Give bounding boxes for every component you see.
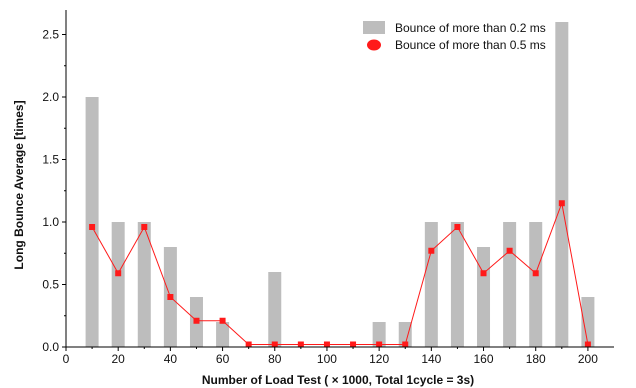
y-tick-label: 0.5	[42, 278, 59, 292]
x-tick-label: 160	[474, 352, 494, 366]
y-tick-label: 1.5	[42, 153, 59, 167]
bar	[372, 322, 386, 347]
x-tick-label: 140	[421, 352, 441, 366]
x-tick-label: 100	[317, 352, 337, 366]
y-tick-label: 1.0	[42, 215, 59, 229]
legend-label-bar: Bounce of more than 0.2 ms	[395, 21, 546, 35]
data-point	[219, 317, 226, 324]
data-point	[402, 341, 409, 348]
bar	[477, 247, 491, 347]
bar	[555, 22, 569, 347]
bar	[503, 222, 517, 347]
legend-swatch-bar	[363, 21, 385, 34]
bar-series	[85, 22, 595, 347]
x-axis-label: Number of Load Test ( × 1000, Total 1cyc…	[202, 373, 474, 387]
bar	[424, 222, 438, 347]
data-point	[141, 224, 148, 230]
data-point	[532, 270, 539, 277]
data-point	[167, 294, 174, 300]
x-tick-label: 120	[369, 352, 389, 366]
bar	[450, 222, 464, 347]
data-point	[193, 317, 200, 324]
x-tick-label: 40	[164, 352, 178, 366]
bar	[85, 97, 99, 347]
data-point	[350, 341, 357, 348]
x-tick-label: 200	[578, 352, 598, 366]
bar	[111, 222, 125, 347]
bar	[529, 222, 543, 347]
data-point	[376, 341, 383, 348]
data-point	[271, 341, 278, 348]
bar	[268, 272, 282, 347]
legend-label-line: Bounce of more than 0.5 ms	[395, 38, 546, 52]
data-point	[89, 224, 96, 230]
data-point	[297, 341, 304, 348]
data-point	[480, 270, 487, 277]
legend: Bounce of more than 0.2 ms Bounce of mor…	[363, 21, 546, 52]
x-tick-label: 0	[63, 352, 70, 366]
data-point	[506, 247, 513, 254]
bar	[137, 222, 151, 347]
data-point	[584, 341, 591, 348]
legend-swatch-line	[367, 39, 381, 51]
data-point	[323, 341, 330, 348]
x-tick-label: 60	[216, 352, 230, 366]
bar	[216, 322, 230, 347]
y-tick-label: 2.0	[42, 90, 59, 104]
bar	[398, 322, 412, 347]
ticks: 0 20 40 60 80 100 120 140 160 180 200 0.0 0.5 1.0 1.5 2…	[42, 28, 598, 367]
y-axis-label: Long Bounce Average [times]	[12, 100, 26, 269]
x-tick-label: 80	[268, 352, 282, 366]
data-point	[454, 224, 461, 230]
data-point	[245, 341, 252, 348]
line-series	[89, 200, 591, 348]
y-tick-label: 0.0	[42, 340, 59, 354]
bar	[581, 297, 595, 347]
data-point	[115, 270, 122, 277]
y-tick-label: 2.5	[42, 28, 59, 42]
data-point	[558, 200, 565, 207]
series-line	[91, 201, 589, 345]
x-tick-label: 20	[112, 352, 126, 366]
x-tick-label: 180	[526, 352, 546, 366]
data-point	[428, 247, 435, 254]
